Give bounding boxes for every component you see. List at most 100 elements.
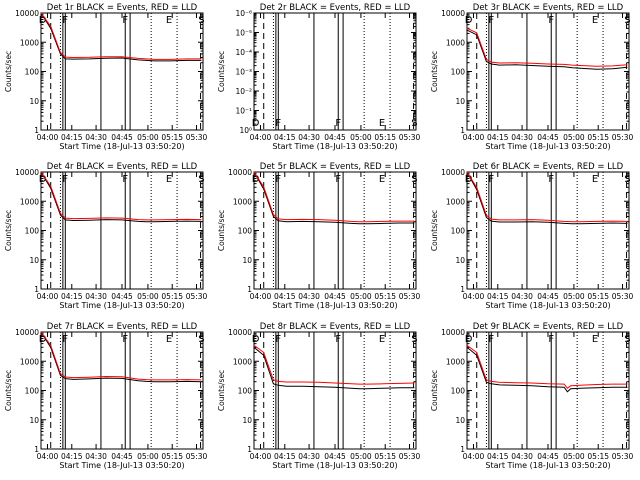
y-tick-label: 10	[242, 416, 252, 425]
x-tick-label: 05:00	[137, 292, 159, 301]
x-axis-label: Start Time (18-Jul-13 03:50:20)	[272, 142, 397, 151]
y-tick-label: 10	[455, 416, 465, 425]
chart-panel-3: Det 3r BLACK = Events, RED = LLD 1 10 100 10…	[430, 3, 634, 151]
x-axis-label: Start Time (18-Jul-13 03:50:20)	[59, 142, 184, 151]
x-tick-label: 04:00	[463, 452, 485, 461]
x-tick-label: 05:15	[161, 292, 183, 301]
interval-marker: E	[379, 174, 385, 185]
y-tick-label: 10⁻⁵	[235, 29, 252, 38]
lld-series-line	[466, 27, 628, 67]
interval-marker: D	[465, 334, 473, 345]
interval-marker: E	[166, 174, 172, 185]
x-tick-label: 05:00	[137, 452, 159, 461]
interval-marker: F	[488, 334, 494, 345]
x-tick-label: 04:15	[61, 452, 83, 461]
interval-marker: E	[592, 15, 598, 26]
y-tick-label: 10000	[228, 328, 252, 337]
x-axis-label: Start Time (18-Jul-13 03:50:20)	[59, 301, 184, 310]
events-series-line	[40, 331, 202, 383]
x-tick-label: 05:00	[137, 133, 159, 142]
x-tick-label: 05:00	[350, 292, 372, 301]
x-tick-label: 04:45	[111, 133, 133, 142]
interval-marker: F	[335, 174, 341, 185]
chart-title: Det 2r BLACK = Events, RED = LLD	[260, 3, 411, 13]
chart-title: Det 5r BLACK = Events, RED = LLD	[260, 162, 411, 172]
x-tick-label: 04:45	[111, 452, 133, 461]
interval-marker: E	[379, 334, 385, 345]
x-tick-label: 04:15	[487, 292, 509, 301]
interval-marker: S	[624, 174, 630, 185]
y-tick-label: 10	[242, 256, 252, 265]
y-tick-label: 10	[455, 97, 465, 106]
x-tick-label: 04:15	[274, 292, 296, 301]
chart-panel-6: Det 6r BLACK = Events, RED = LLD 1 10 100 10…	[430, 162, 634, 310]
y-tick-label: 1000	[233, 197, 252, 206]
x-tick-label: 04:00	[250, 292, 272, 301]
interval-marker: F	[548, 174, 554, 185]
x-tick-label: 04:45	[537, 292, 559, 301]
interval-marker: D	[252, 174, 260, 185]
x-tick-label: 04:30	[298, 452, 320, 461]
events-series-line	[40, 171, 202, 223]
x-tick-label: 05:30	[186, 292, 208, 301]
x-tick-label: 05:15	[374, 133, 396, 142]
interval-marker: F	[335, 334, 341, 345]
x-tick-label: 04:30	[298, 292, 320, 301]
x-tick-label: 05:15	[161, 133, 183, 142]
lld-series-line	[253, 344, 415, 385]
x-tick-label: 05:30	[399, 452, 421, 461]
x-tick-label: 04:45	[111, 292, 133, 301]
y-tick-label: 10⁰	[239, 126, 252, 135]
x-axis-label: Start Time (18-Jul-13 03:50:20)	[485, 142, 610, 151]
interval-marker: D	[39, 334, 47, 345]
interval-marker: F	[122, 174, 128, 185]
interval-marker: F	[122, 15, 128, 26]
x-tick-label: 04:45	[324, 452, 346, 461]
interval-marker: S	[624, 334, 630, 345]
interval-marker: F	[488, 174, 494, 185]
chart-title: Det 1r BLACK = Events, RED = LLD	[47, 3, 198, 13]
interval-marker: S	[198, 174, 204, 185]
events-series-line	[253, 346, 415, 390]
y-tick-label: 10⁻⁴	[235, 48, 252, 57]
x-tick-label: 04:45	[537, 133, 559, 142]
events-series-line	[466, 346, 628, 393]
interval-marker: S	[624, 15, 630, 26]
y-tick-label: 10000	[441, 168, 465, 177]
lld-series-line	[253, 171, 415, 223]
y-tick-label: 10⁻³	[235, 68, 252, 77]
x-tick-label: 04:00	[250, 133, 272, 142]
x-axis-label: Start Time (18-Jul-13 03:50:20)	[485, 301, 610, 310]
x-tick-label: 05:00	[350, 133, 372, 142]
x-tick-label: 05:00	[563, 452, 585, 461]
lld-series-line	[40, 171, 202, 221]
chart-panel-8: Det 8r BLACK = Events, RED = LLD 1 10 100 10…	[217, 322, 421, 470]
y-tick-label: 1	[34, 445, 39, 454]
y-tick-label: 10⁻²	[235, 87, 252, 96]
interval-marker: D	[252, 334, 260, 345]
x-tick-label: 05:15	[161, 452, 183, 461]
interval-marker: F	[548, 15, 554, 26]
chart-panel-7: Det 7r BLACK = Events, RED = LLD 1 10 100 10…	[4, 322, 208, 470]
events-series-line	[253, 171, 415, 225]
y-tick-label: 1000	[20, 38, 39, 47]
x-tick-label: 05:00	[563, 133, 585, 142]
interval-marker: F	[275, 174, 281, 185]
chart-title: Det 8r BLACK = Events, RED = LLD	[260, 322, 411, 332]
x-tick-label: 04:00	[250, 452, 272, 461]
y-tick-label: 1	[460, 126, 465, 135]
x-tick-label: 04:30	[511, 292, 533, 301]
x-tick-label: 04:30	[511, 133, 533, 142]
interval-marker: D	[39, 15, 47, 26]
interval-marker: F	[548, 334, 554, 345]
chart-panel-1: Det 1r BLACK = Events, RED = LLD 1 10 100 10…	[4, 3, 208, 151]
interval-marker: E	[592, 174, 598, 185]
x-tick-label: 04:15	[487, 133, 509, 142]
interval-marker: F	[62, 334, 68, 345]
y-tick-label: 100	[25, 68, 40, 77]
lld-series-line	[40, 331, 202, 381]
x-tick-label: 04:30	[85, 133, 107, 142]
y-tick-label: 100	[238, 387, 253, 396]
x-tick-label: 04:15	[274, 452, 296, 461]
interval-marker: S	[411, 118, 417, 129]
